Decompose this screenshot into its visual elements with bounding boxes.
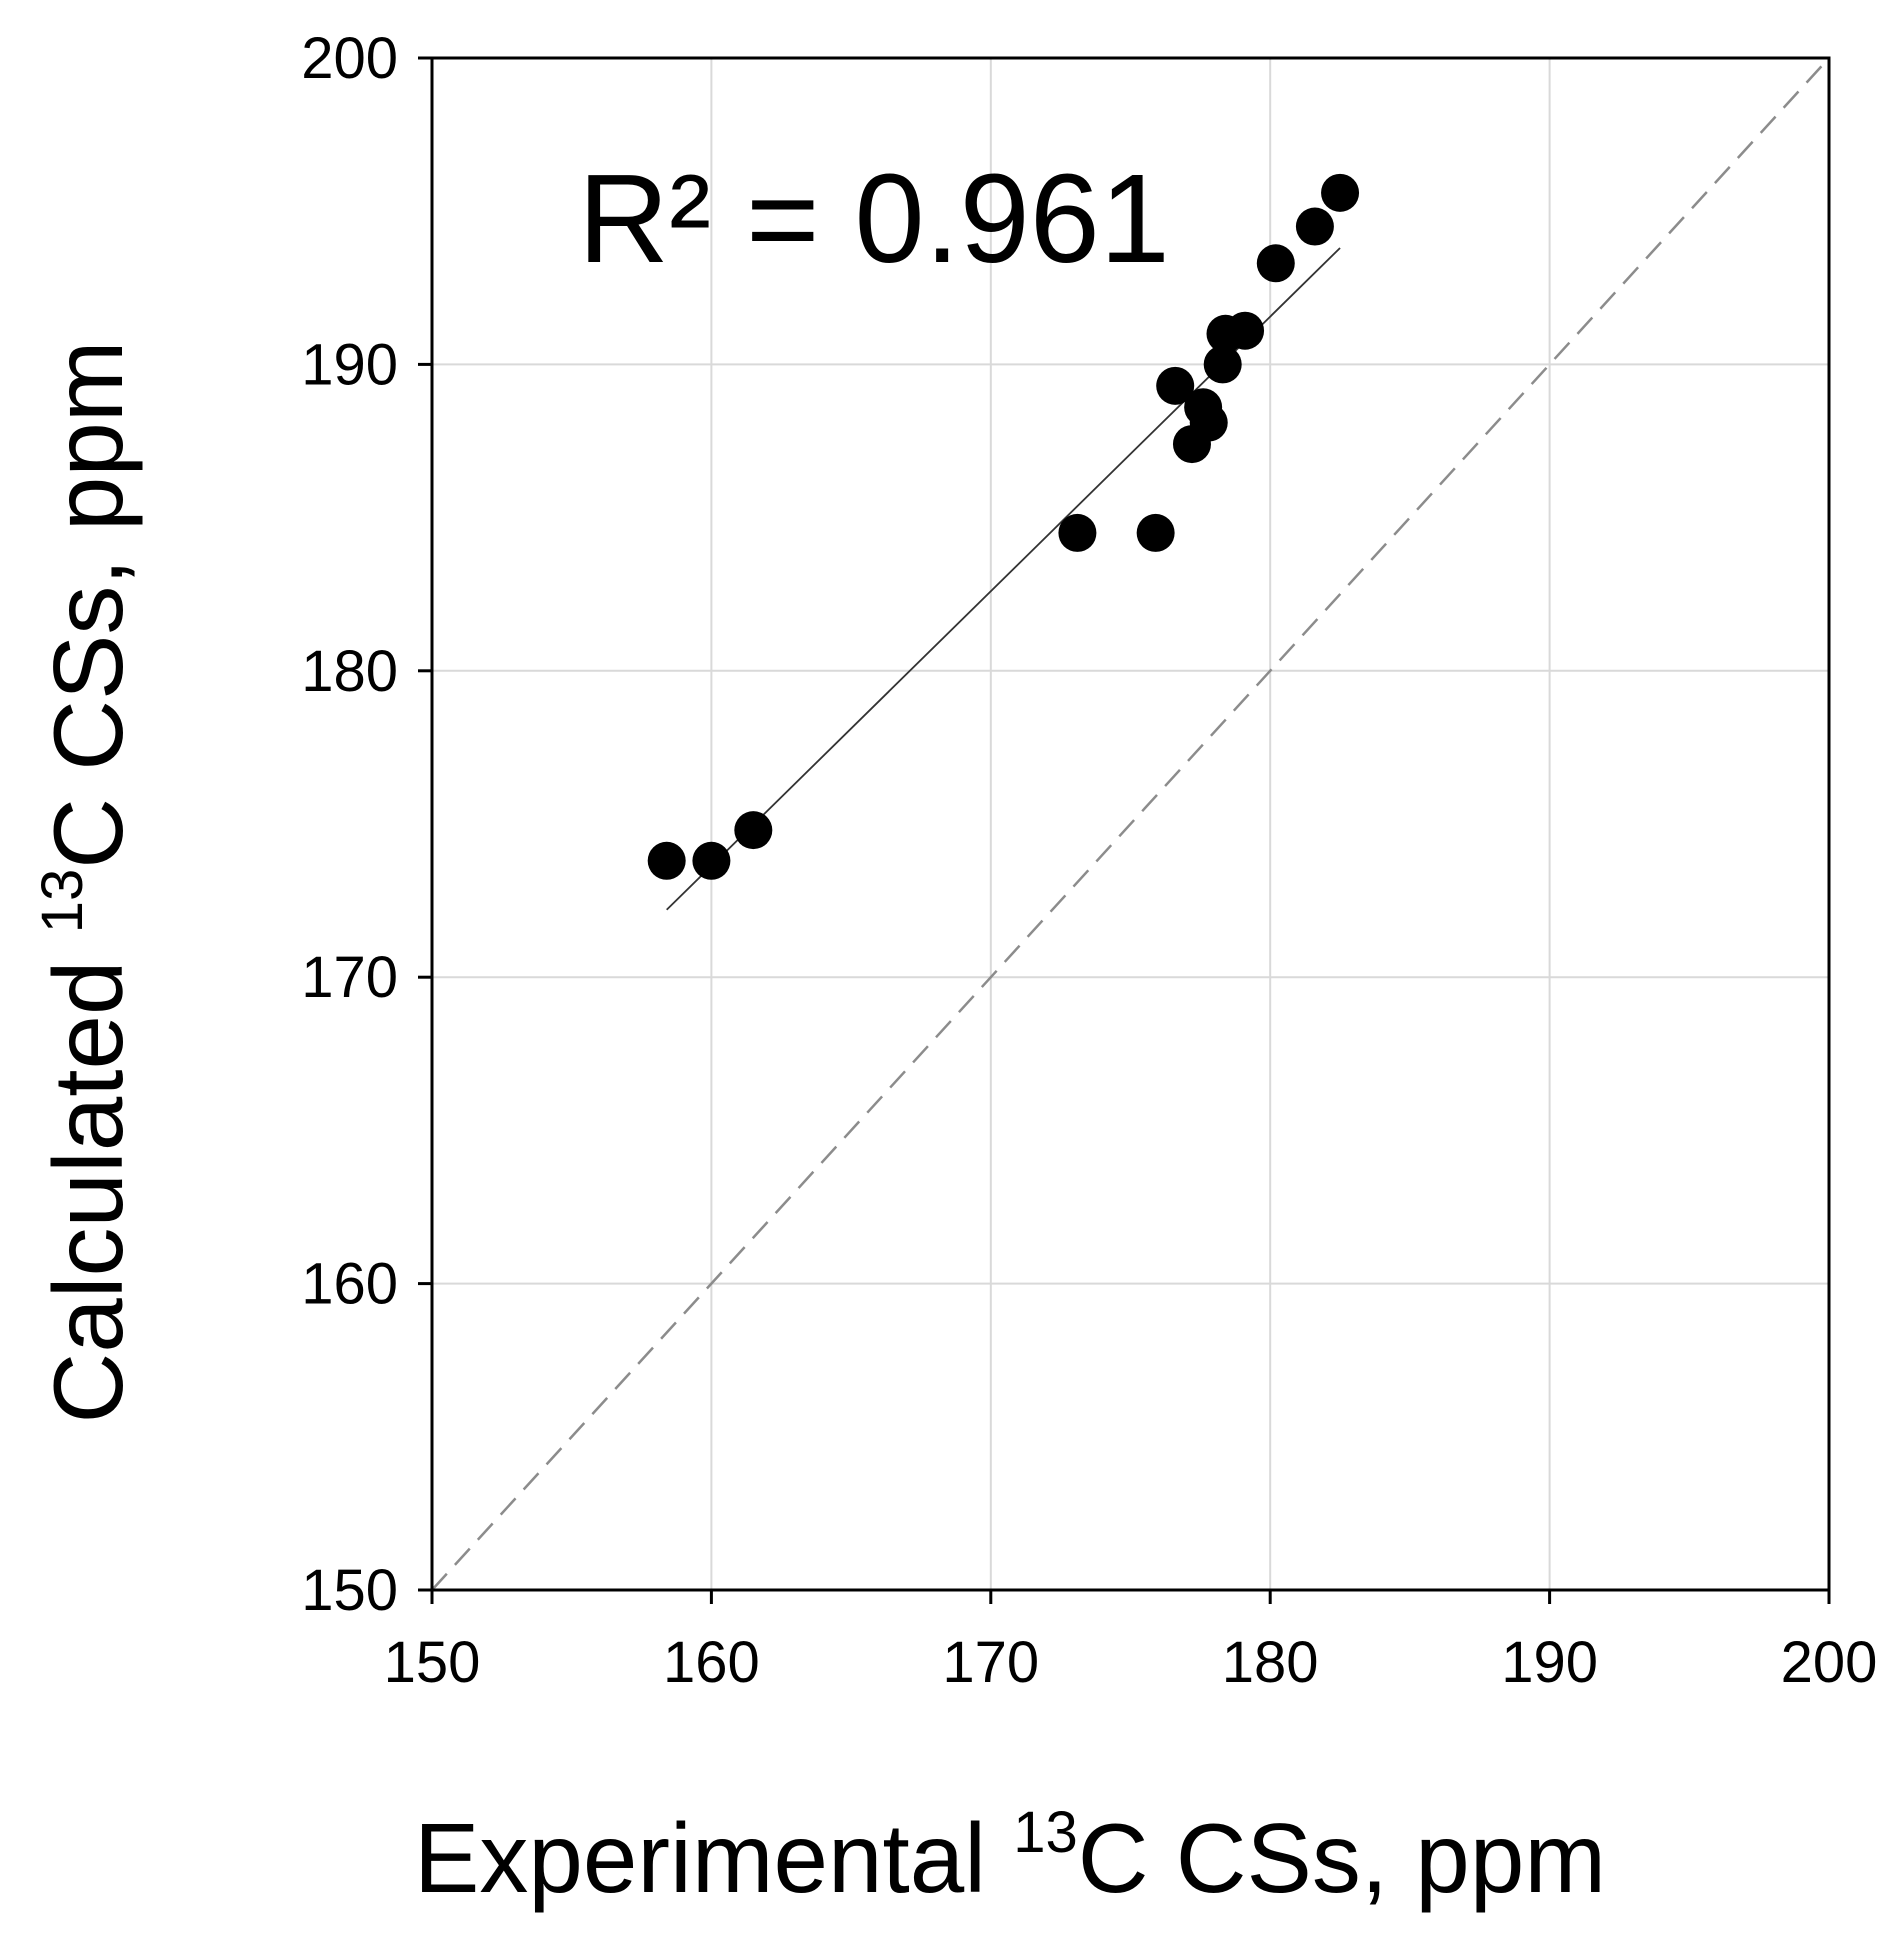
data-point <box>1058 513 1097 552</box>
reference-line-segment <box>431 57 1830 1591</box>
y-tick-label: 190 <box>301 332 398 397</box>
y-axis-label-sup: 13 <box>30 869 95 934</box>
data-point <box>1256 244 1295 283</box>
r-squared-annotation: R² = 0.961 <box>578 148 1170 289</box>
data-point <box>1203 345 1242 384</box>
data-point <box>1226 311 1265 350</box>
y-tick-label: 170 <box>301 945 398 1010</box>
data-point <box>1136 513 1175 552</box>
y-tick-label: 200 <box>301 26 398 91</box>
x-axis-label-prefix: Experimental <box>414 1803 1013 1913</box>
data-point <box>734 811 773 850</box>
identity-reference-line <box>431 57 1830 1591</box>
x-axis-label-sup: 13 <box>1013 1800 1078 1865</box>
x-tick-label: 190 <box>1501 1630 1598 1695</box>
plot-area-frame <box>430 56 1831 1592</box>
axis-ticks: 150 160 170 180 190 200 150 160 170 180 190 200 <box>301 26 1877 1695</box>
x-tick-label: 170 <box>942 1630 1039 1695</box>
x-axis-label-suffix: C CSs, ppm <box>1078 1803 1606 1913</box>
y-tick-label: 180 <box>301 639 398 704</box>
y-tick-label: 160 <box>301 1252 398 1317</box>
y-axis-label-suffix: C CSs, ppm <box>33 340 143 868</box>
data-points <box>647 173 1360 880</box>
y-axis-label-prefix: Calculated <box>33 933 143 1423</box>
data-point <box>1156 366 1195 405</box>
data-point <box>1295 207 1334 246</box>
y-axis-label: Calculated 13C CSs, ppm <box>30 340 143 1423</box>
x-tick-label: 200 <box>1781 1630 1878 1695</box>
x-tick-label: 150 <box>384 1630 481 1695</box>
data-point <box>1189 403 1228 442</box>
x-tick-label: 160 <box>663 1630 760 1695</box>
data-point <box>1321 173 1360 212</box>
data-point <box>692 841 731 880</box>
x-tick-label: 180 <box>1222 1630 1319 1695</box>
x-axis-label: Experimental 13C CSs, ppm <box>414 1800 1606 1913</box>
data-point <box>647 841 686 880</box>
gridlines <box>432 58 1829 1590</box>
y-tick-label: 150 <box>301 1558 398 1623</box>
